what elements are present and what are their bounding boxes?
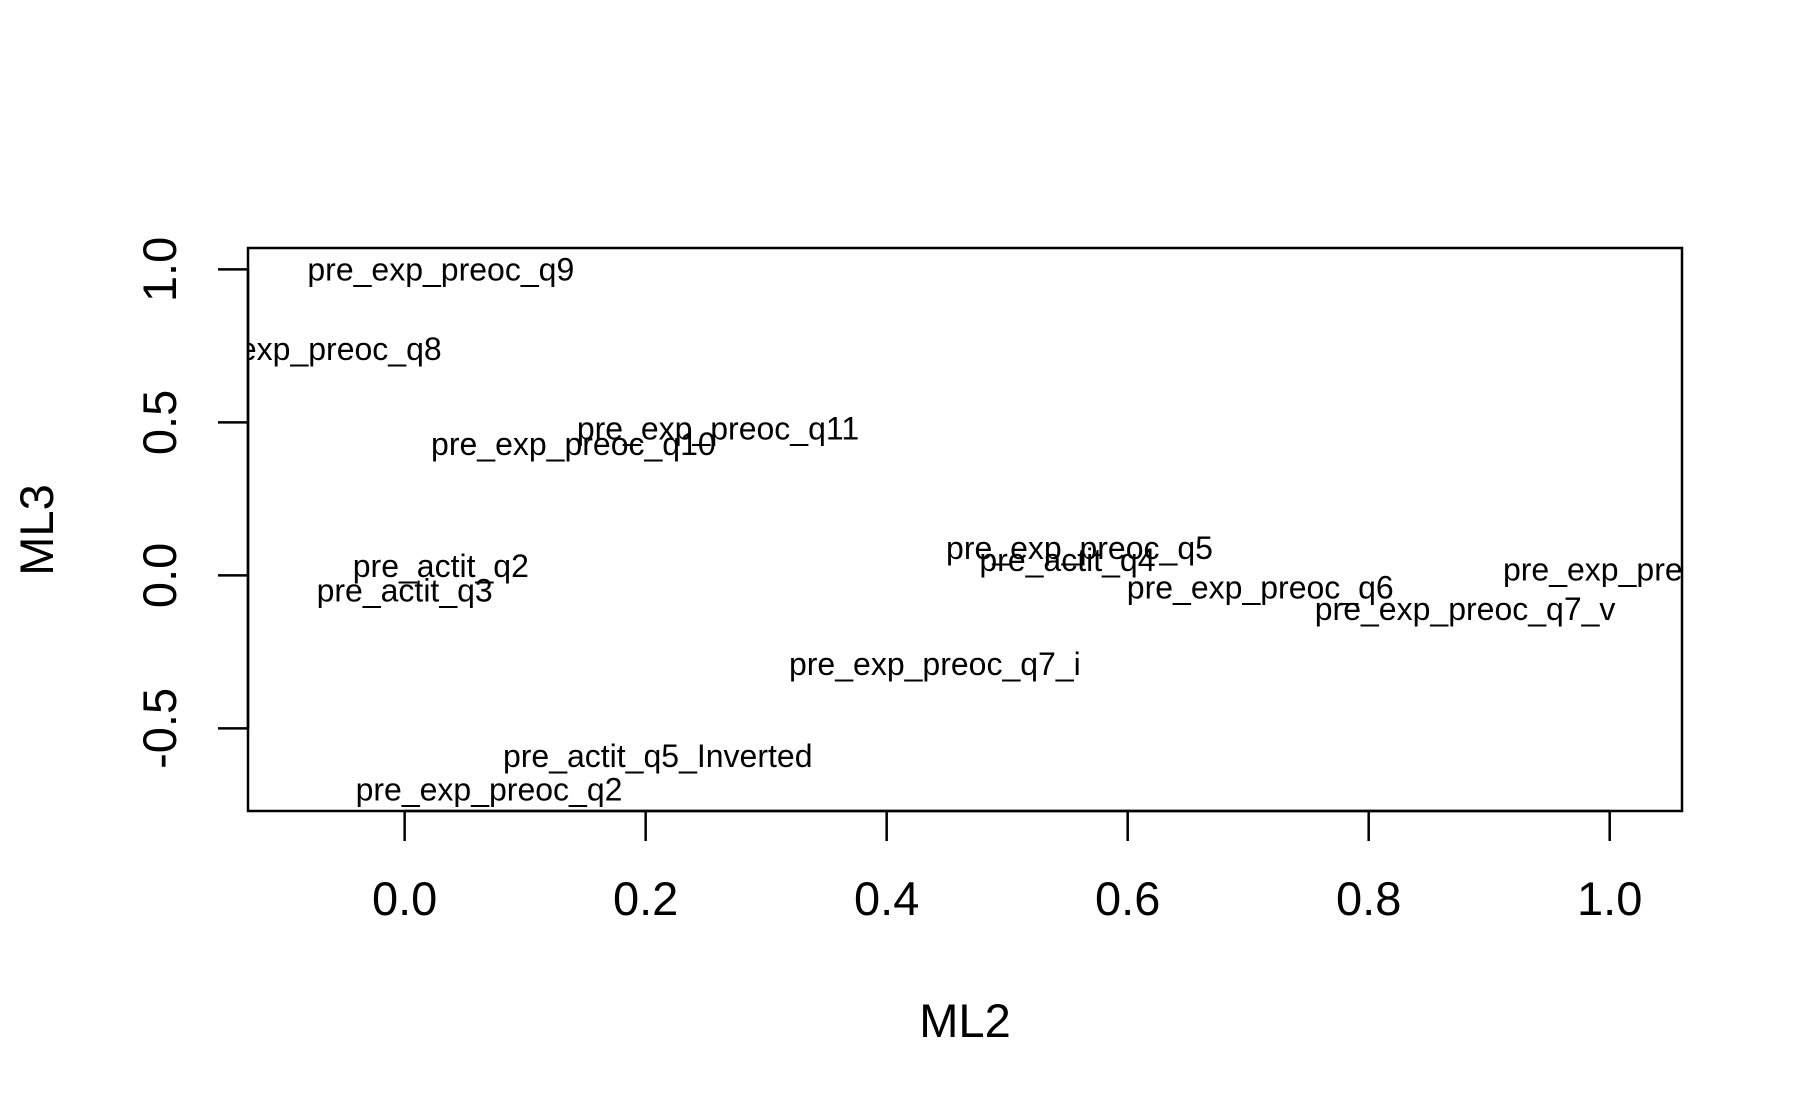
y-tick-label: 1.0 <box>133 237 186 302</box>
point-label: pre_exp_preoc_q6 <box>1127 570 1394 606</box>
point-label: pre_exp_preoc <box>1503 551 1716 587</box>
y-tick-label: 0.5 <box>133 390 186 455</box>
y-tick-label: 0.0 <box>133 543 186 608</box>
point-label: pre_actit_q3 <box>317 573 493 609</box>
point-label: pre_exp_preoc_q7_v <box>1315 591 1616 627</box>
point-label: pre_exp_preoc_q9 <box>307 251 574 287</box>
x-tick-label: 0.2 <box>613 872 678 925</box>
x-tick-label: 0.0 <box>372 872 437 925</box>
y-axis-title: ML3 <box>10 484 63 575</box>
y-tick-label: -0.5 <box>133 688 186 769</box>
x-axis-title: ML2 <box>919 994 1010 1047</box>
point-label: pre_exp_preoc_q5 <box>946 530 1213 566</box>
point-label: pre_exp_preoc_q7_i <box>789 646 1081 682</box>
point-labels: pre_exp_preoc_q9 pre_exp_preoc_q8 pre_exp_… <box>175 251 1716 808</box>
point-label: pre_actit_q2 <box>353 548 529 584</box>
x-tick-label: 1.0 <box>1577 872 1642 925</box>
x-tick-label: 0.6 <box>1095 872 1160 925</box>
y-axis: -0.5 0.0 0.5 1.0 <box>133 237 250 769</box>
x-tick-label: 0.4 <box>854 872 919 925</box>
point-label: pre_exp_preoc_q11 <box>577 411 859 447</box>
point-label: pre_exp_preoc_q10 <box>431 426 716 462</box>
point-label: pre_exp_preoc_q8 <box>175 331 442 367</box>
point-label: pre_exp_preoc_q2 <box>356 772 623 808</box>
point-label: pre_actit_q5_Inverted <box>503 738 813 774</box>
x-axis: 0.0 0.2 0.4 0.6 0.8 1.0 <box>372 809 1642 925</box>
point-label: pre_actit_q4 <box>979 542 1155 578</box>
x-tick-label: 0.8 <box>1336 872 1401 925</box>
